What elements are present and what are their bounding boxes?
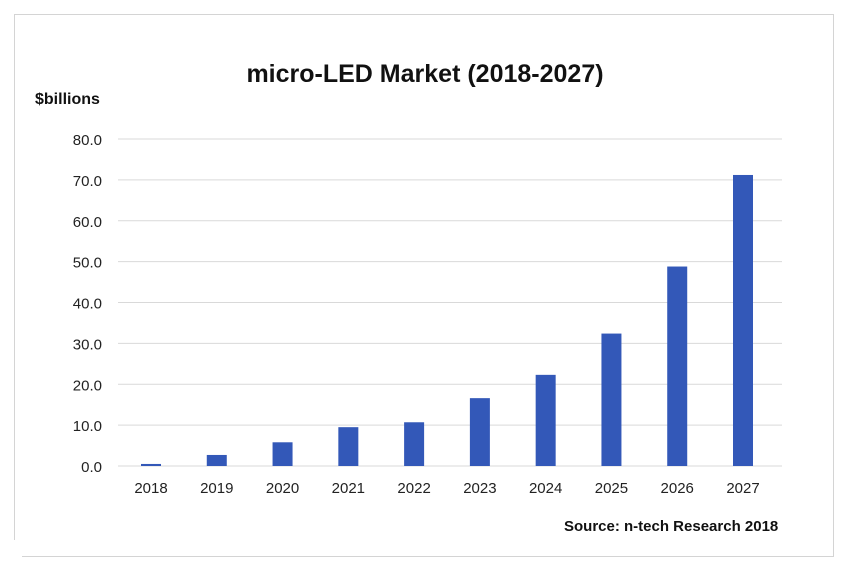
bar-2025 <box>601 333 622 466</box>
x-tick-label: 2021 <box>332 480 365 497</box>
x-tick-label: 2020 <box>266 480 299 497</box>
x-tick-label: 2018 <box>134 480 167 497</box>
bar-2026 <box>667 266 688 466</box>
x-tick-labels: 2018 2019 2020 2021 2022 2023 2024 2025 2026 2027 <box>134 480 759 497</box>
x-tick-label: 2025 <box>595 480 628 497</box>
y-tick-label: 60.0 <box>73 214 102 231</box>
chart-title: micro-LED Market (2018-2027) <box>246 60 604 88</box>
x-tick-label: 2023 <box>463 480 496 497</box>
y-tick-label: 30.0 <box>73 336 102 353</box>
x-tick-label: 2022 <box>397 480 430 497</box>
y-tick-labels: 0.0 10.0 20.0 30.0 40.0 50.0 60.0 70.0 80.0 <box>73 132 102 476</box>
y-axis-label: $billions <box>35 91 100 108</box>
x-tick-label: 2024 <box>529 480 562 497</box>
bar-2019 <box>206 454 227 466</box>
y-tick-label: 0.0 <box>81 459 102 476</box>
y-tick-label: 10.0 <box>73 418 102 435</box>
y-tick-label: 70.0 <box>73 173 102 190</box>
bar-2020 <box>272 442 293 466</box>
y-tick-label: 20.0 <box>73 377 102 394</box>
bar-2023 <box>469 398 490 466</box>
bar-2021 <box>338 427 359 466</box>
x-tick-label: 2019 <box>200 480 233 497</box>
x-tick-label: 2027 <box>726 480 759 497</box>
bar-2022 <box>404 422 425 466</box>
source-note: Source: n-tech Research 2018 <box>564 518 779 535</box>
y-tick-label: 80.0 <box>73 132 102 149</box>
y-tick-label: 40.0 <box>73 296 102 313</box>
bars <box>141 174 753 466</box>
y-tick-label: 50.0 <box>73 255 102 272</box>
bar-2027 <box>733 174 753 466</box>
frame-gap <box>12 540 22 560</box>
bar-2018 <box>141 463 161 466</box>
x-tick-label: 2026 <box>661 480 694 497</box>
bar-2024 <box>535 374 556 466</box>
